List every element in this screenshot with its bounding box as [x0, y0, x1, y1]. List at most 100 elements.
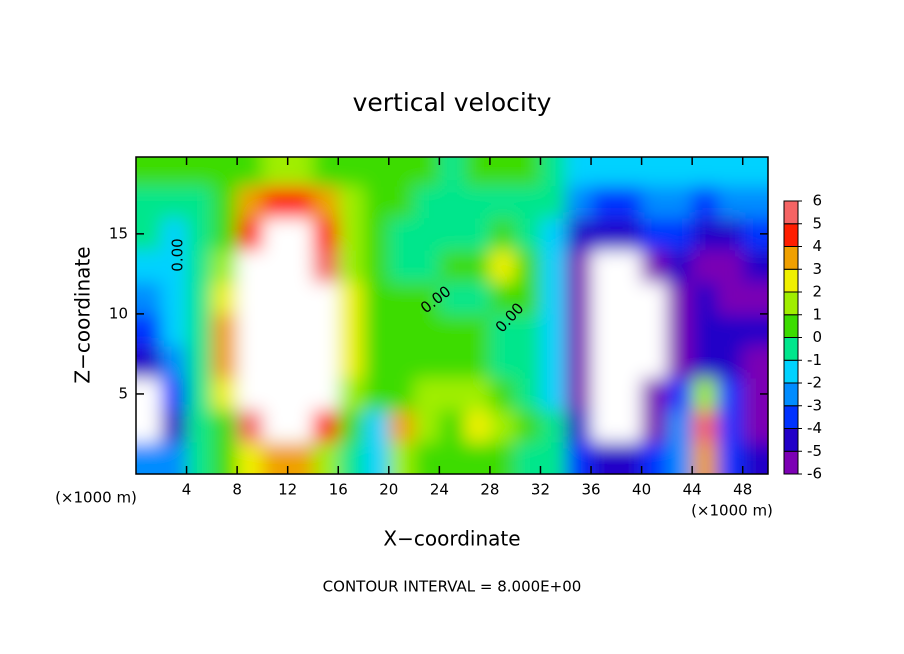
plot-area — [136, 157, 768, 474]
cell — [742, 345, 768, 379]
cell — [616, 313, 643, 347]
cell — [388, 281, 415, 315]
colorbar-swatch — [783, 337, 799, 361]
cell — [186, 377, 213, 411]
cell — [515, 249, 541, 283]
cell — [540, 185, 567, 219]
cell — [161, 185, 188, 219]
cell — [262, 217, 289, 251]
cell — [338, 409, 365, 443]
plot-frame — [135, 156, 769, 475]
cell — [237, 441, 263, 474]
cell — [211, 185, 238, 219]
cell — [565, 441, 592, 474]
cell — [287, 185, 314, 219]
cell — [136, 281, 162, 315]
cell — [540, 409, 567, 443]
cell — [388, 157, 415, 187]
cell — [439, 157, 466, 187]
cell — [489, 345, 516, 379]
x-units: (×1000 m) — [691, 502, 773, 520]
cell — [136, 185, 162, 219]
y-axis-label: Z−coordinate — [71, 246, 95, 383]
cell — [641, 409, 668, 443]
cell — [616, 345, 643, 379]
cell — [616, 409, 643, 443]
cell — [388, 409, 415, 443]
y-tick-label: 10 — [109, 304, 128, 322]
cell — [287, 217, 314, 251]
colorbar-swatch — [783, 246, 799, 270]
colorbar-tick-label: -3 — [807, 396, 822, 414]
x-tick-label: 28 — [480, 481, 499, 499]
colorbar-tick-label: -2 — [807, 374, 822, 392]
cell — [717, 441, 744, 474]
cell — [616, 377, 643, 411]
cell — [136, 345, 162, 379]
cell — [211, 157, 238, 187]
cell — [565, 281, 592, 315]
cell — [388, 185, 415, 219]
cell — [641, 185, 668, 219]
cell — [742, 313, 768, 347]
cell — [717, 185, 744, 219]
colorbar-tick-label: 1 — [812, 305, 822, 323]
cell — [211, 409, 238, 443]
colorbar-swatch — [783, 200, 799, 225]
cell — [312, 281, 339, 315]
cell — [136, 249, 162, 283]
cell — [742, 281, 768, 315]
cell — [641, 441, 668, 474]
cell — [237, 377, 263, 411]
cell — [262, 409, 289, 443]
cell — [363, 217, 390, 251]
cell — [363, 345, 390, 379]
cell — [211, 249, 238, 283]
cell — [591, 441, 617, 474]
cell — [591, 249, 617, 283]
colorbar-swatch — [783, 223, 799, 247]
cell — [515, 345, 541, 379]
cell — [186, 157, 213, 187]
cell — [186, 281, 213, 315]
cell — [717, 281, 744, 315]
colorbar-swatch — [783, 268, 799, 293]
cell — [439, 313, 466, 347]
cell — [540, 441, 567, 474]
cell — [692, 157, 718, 187]
x-tick-label: 44 — [683, 481, 702, 499]
cell — [237, 313, 263, 347]
cell — [464, 313, 491, 347]
cell — [439, 377, 466, 411]
cell — [666, 217, 693, 251]
cell — [515, 313, 541, 347]
cell — [666, 345, 693, 379]
cell — [186, 217, 213, 251]
cell — [363, 281, 390, 315]
cell — [616, 157, 643, 187]
cell — [287, 345, 314, 379]
cell — [414, 249, 440, 283]
cell — [717, 249, 744, 283]
cell — [287, 313, 314, 347]
cell — [489, 157, 516, 187]
cell — [262, 157, 289, 187]
cell — [464, 249, 491, 283]
cell — [414, 313, 440, 347]
x-axis-label: X−coordinate — [383, 527, 520, 551]
cell — [262, 345, 289, 379]
cell — [742, 157, 768, 187]
cell — [312, 313, 339, 347]
cell — [136, 441, 162, 474]
colorbar-tick-label: 3 — [812, 260, 822, 278]
colorbar-swatch — [783, 382, 799, 407]
cell — [515, 185, 541, 219]
cell — [211, 441, 238, 474]
cell — [641, 313, 668, 347]
cell — [489, 281, 516, 315]
cell — [489, 249, 516, 283]
cell — [464, 281, 491, 315]
cell — [186, 409, 213, 443]
cell — [464, 345, 491, 379]
